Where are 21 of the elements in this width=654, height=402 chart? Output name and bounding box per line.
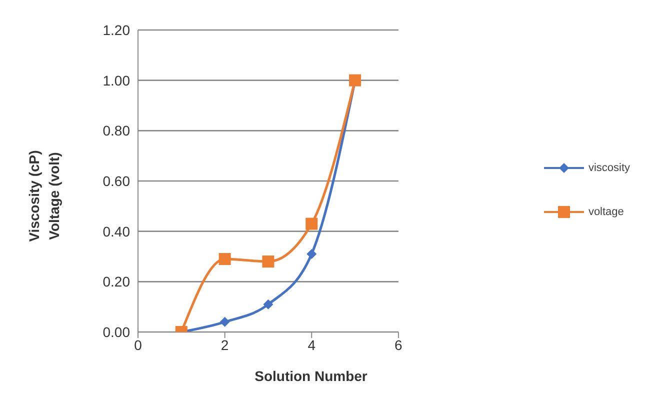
x-tick-label: 0 (134, 336, 142, 353)
x-tick-label: 4 (308, 336, 316, 353)
legend-label: viscosity (588, 162, 630, 174)
y-tick-label: 1.20 (102, 22, 130, 38)
point (306, 248, 317, 259)
point (218, 253, 231, 266)
y-tick-label: 0.60 (102, 172, 130, 189)
point (220, 316, 230, 327)
legend-label: voltage (588, 206, 624, 218)
y-tick-label: 0.00 (102, 324, 130, 340)
x-tick-label: 2 (220, 336, 229, 353)
point (262, 256, 274, 268)
y-axis-title: Viscosity (cP) Voltage (volt) (25, 150, 63, 242)
x-tick-label: 6 (394, 336, 403, 353)
y-tick-label: 1.00 (102, 72, 130, 88)
point (263, 299, 274, 310)
x-axis-title: Solution Number (254, 368, 368, 384)
y-tick-label: 0.40 (102, 223, 130, 240)
y-tick-label: 0.80 (102, 122, 130, 139)
y-tick-label: 0.20 (102, 274, 130, 290)
point (306, 218, 318, 230)
